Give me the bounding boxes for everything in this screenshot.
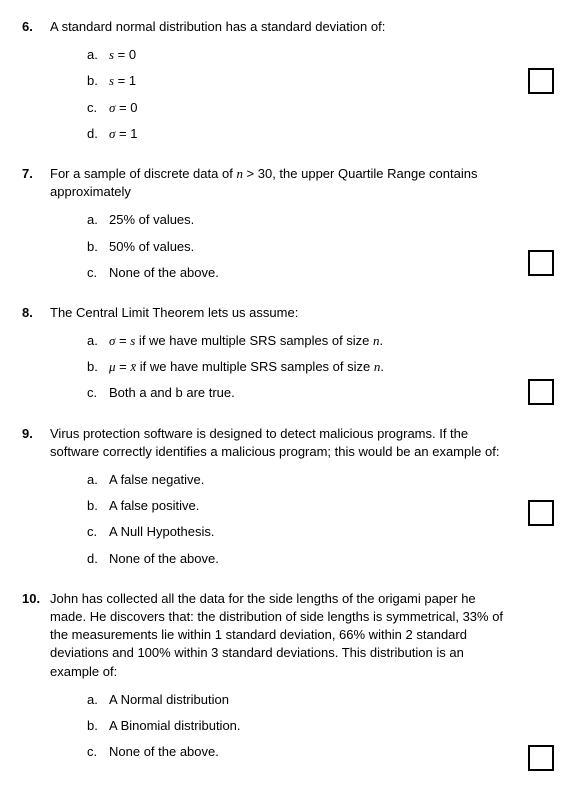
option-text: None of the above. — [109, 550, 559, 568]
option-text: σ = 1 — [109, 125, 559, 143]
option-letter: b. — [87, 497, 109, 515]
option[interactable]: b.μ = x̄ if we have multiple SRS samples… — [87, 358, 559, 376]
question-stem: A standard normal distribution has a sta… — [50, 18, 559, 36]
option-letter: b. — [87, 72, 109, 90]
options-list: a.25% of values.b.50% of values.c.None o… — [87, 211, 559, 282]
option-letter: c. — [87, 264, 109, 282]
option-text: None of the above. — [109, 264, 559, 282]
option-letter: b. — [87, 358, 109, 376]
option-text: Both a and b are true. — [109, 384, 559, 402]
answer-box[interactable] — [528, 250, 554, 276]
option[interactable]: c.None of the above. — [87, 743, 559, 761]
option[interactable]: b.A Binomial distribution. — [87, 717, 559, 735]
option[interactable]: d.σ = 1 — [87, 125, 559, 143]
option-letter: a. — [87, 211, 109, 229]
option-text: A false positive. — [109, 497, 559, 515]
answer-box[interactable] — [528, 500, 554, 526]
question-number: 9. — [22, 425, 50, 443]
question: 10.John has collected all the data for t… — [22, 590, 559, 762]
option-text: 50% of values. — [109, 238, 559, 256]
option[interactable]: b.50% of values. — [87, 238, 559, 256]
option[interactable]: c.A Null Hypothesis. — [87, 523, 559, 541]
option-text: s = 1 — [109, 72, 559, 90]
option-letter: b. — [87, 717, 109, 735]
answer-box[interactable] — [528, 68, 554, 94]
option-letter: d. — [87, 550, 109, 568]
option[interactable]: a.25% of values. — [87, 211, 559, 229]
question-number: 10. — [22, 590, 50, 608]
question-stem: For a sample of discrete data of n > 30,… — [50, 165, 559, 201]
question-number: 7. — [22, 165, 50, 183]
question: 9.Virus protection software is designed … — [22, 425, 559, 568]
option-letter: a. — [87, 332, 109, 350]
question-number: 8. — [22, 304, 50, 322]
option-letter: b. — [87, 238, 109, 256]
question: 7.For a sample of discrete data of n > 3… — [22, 165, 559, 282]
options-list: a.σ = s if we have multiple SRS samples … — [87, 332, 559, 403]
question-stem: John has collected all the data for the … — [50, 590, 559, 681]
quiz-container: 6.A standard normal distribution has a s… — [22, 18, 559, 761]
answer-box[interactable] — [528, 379, 554, 405]
option-text: A Normal distribution — [109, 691, 559, 709]
options-list: a.A Normal distributionb.A Binomial dist… — [87, 691, 559, 762]
option-text: μ = x̄ if we have multiple SRS samples o… — [109, 358, 559, 376]
option-text: A Binomial distribution. — [109, 717, 559, 735]
option-letter: c. — [87, 523, 109, 541]
option[interactable]: c.Both a and b are true. — [87, 384, 559, 402]
question: 8.The Central Limit Theorem lets us assu… — [22, 304, 559, 403]
option[interactable]: a.A Normal distribution — [87, 691, 559, 709]
option-letter: a. — [87, 46, 109, 64]
option-letter: d. — [87, 125, 109, 143]
answer-box[interactable] — [528, 745, 554, 771]
option-text: None of the above. — [109, 743, 559, 761]
option-letter: a. — [87, 471, 109, 489]
question: 6.A standard normal distribution has a s… — [22, 18, 559, 143]
option-text: σ = s if we have multiple SRS samples of… — [109, 332, 559, 350]
option-letter: c. — [87, 384, 109, 402]
option[interactable]: c.σ = 0 — [87, 99, 559, 117]
option-text: A false negative. — [109, 471, 559, 489]
question-stem: The Central Limit Theorem lets us assume… — [50, 304, 559, 322]
options-list: a.s = 0b.s = 1c.σ = 0d.σ = 1 — [87, 46, 559, 143]
option-letter: c. — [87, 99, 109, 117]
option-letter: c. — [87, 743, 109, 761]
option[interactable]: a.A false negative. — [87, 471, 559, 489]
option[interactable]: d.None of the above. — [87, 550, 559, 568]
option-text: 25% of values. — [109, 211, 559, 229]
option[interactable]: a.s = 0 — [87, 46, 559, 64]
option[interactable]: a.σ = s if we have multiple SRS samples … — [87, 332, 559, 350]
option[interactable]: c.None of the above. — [87, 264, 559, 282]
question-number: 6. — [22, 18, 50, 36]
option-text: A Null Hypothesis. — [109, 523, 559, 541]
option[interactable]: b.s = 1 — [87, 72, 559, 90]
option[interactable]: b.A false positive. — [87, 497, 559, 515]
question-stem: Virus protection software is designed to… — [50, 425, 559, 461]
option-text: σ = 0 — [109, 99, 559, 117]
option-letter: a. — [87, 691, 109, 709]
option-text: s = 0 — [109, 46, 559, 64]
options-list: a.A false negative.b.A false positive.c.… — [87, 471, 559, 568]
